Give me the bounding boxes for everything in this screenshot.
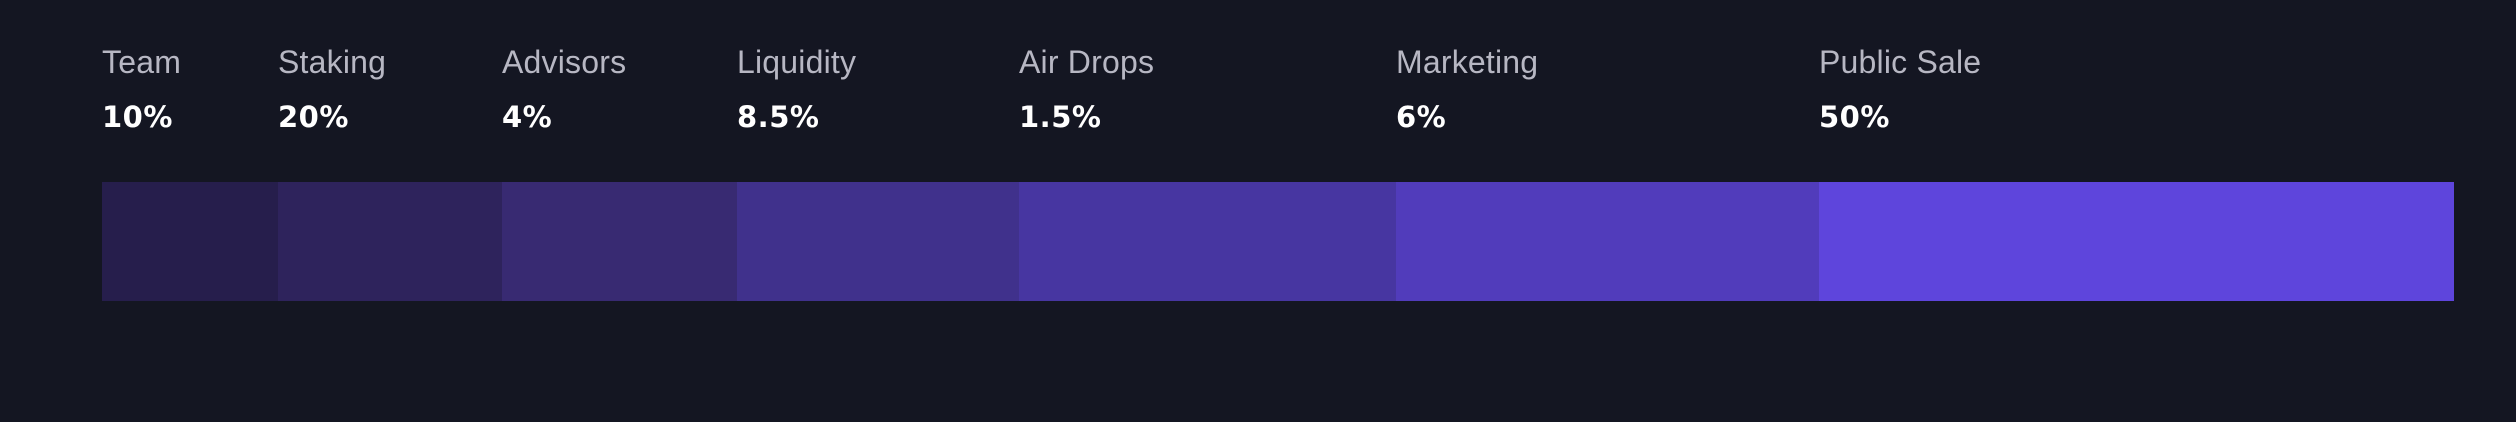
segment-value-marketing: 6%: [1396, 100, 1447, 134]
segment-bar-marketing: [1396, 182, 1819, 301]
segment-label-staking: Staking: [278, 44, 387, 80]
allocation-chart: Team 10% Staking 20% Advisors 4% Liquidity 8.5%…: [102, 0, 2454, 422]
segment-label-public-sale: Public Sale: [1819, 44, 1982, 80]
segment-label-marketing: Marketing: [1396, 44, 1539, 80]
segment-value-staking: 20%: [278, 100, 349, 134]
segment-value-advisors: 4%: [502, 100, 553, 134]
segment-label-team: Team: [102, 44, 182, 80]
segment-bar-liquidity: [737, 182, 1019, 301]
segment-bar-air-drops: [1019, 182, 1396, 301]
segment-value-air-drops: 1.5%: [1019, 100, 1102, 134]
segment-value-liquidity: 8.5%: [737, 100, 820, 134]
segment-value-team: 10%: [102, 100, 173, 134]
segment-label-advisors: Advisors: [502, 44, 627, 80]
segment-bar-team: [102, 182, 278, 301]
segment-value-public-sale: 50%: [1819, 100, 1890, 134]
segment-bar-public-sale: [1819, 182, 2454, 301]
segment-bar-staking: [278, 182, 502, 301]
segment-label-air-drops: Air Drops: [1019, 44, 1155, 80]
segment-bar-advisors: [502, 182, 737, 301]
segment-label-liquidity: Liquidity: [737, 44, 857, 80]
